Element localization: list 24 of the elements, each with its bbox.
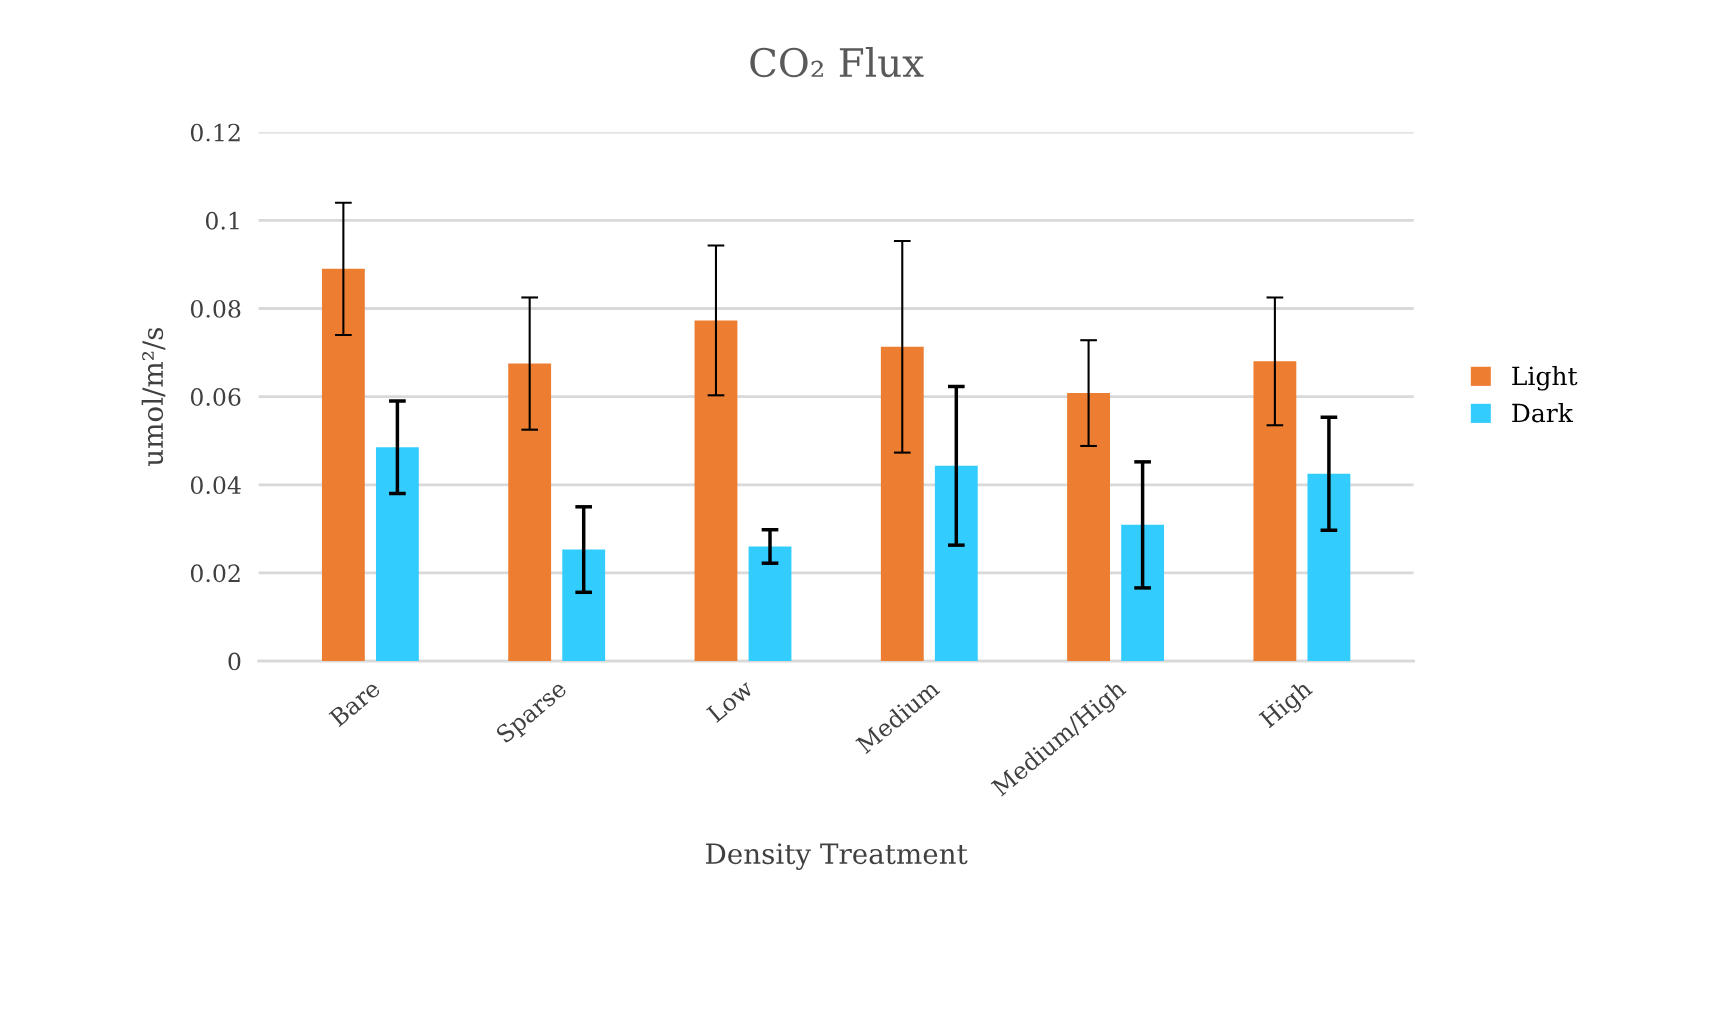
bar [694,320,738,662]
chart-title: CO₂ Flux [750,47,924,78]
bar [1121,524,1165,662]
bar [1253,361,1297,662]
x-axis-title: Density Treatment [706,843,968,870]
y-tick-label: 0 [228,652,241,671]
bar [1307,473,1351,662]
y-tick-label: 0.12 [190,123,240,142]
y-tick-label: 0.02 [190,564,240,583]
y-tick-label: 0.1 [205,211,239,230]
bar [508,363,552,662]
bar [562,549,606,662]
legend-label: Dark [1512,403,1574,423]
bar [1067,393,1111,662]
y-axis-title: umol/m²/s [141,327,166,467]
bar [321,268,365,662]
y-tick-label: 0.06 [190,388,241,406]
y-tick-label: 0.08 [190,299,241,318]
bar [748,546,792,662]
bar [375,447,419,662]
bar [934,465,978,662]
y-tick-label: 0.04 [190,476,241,495]
legend-label: Light [1512,366,1578,391]
bar [880,346,924,662]
